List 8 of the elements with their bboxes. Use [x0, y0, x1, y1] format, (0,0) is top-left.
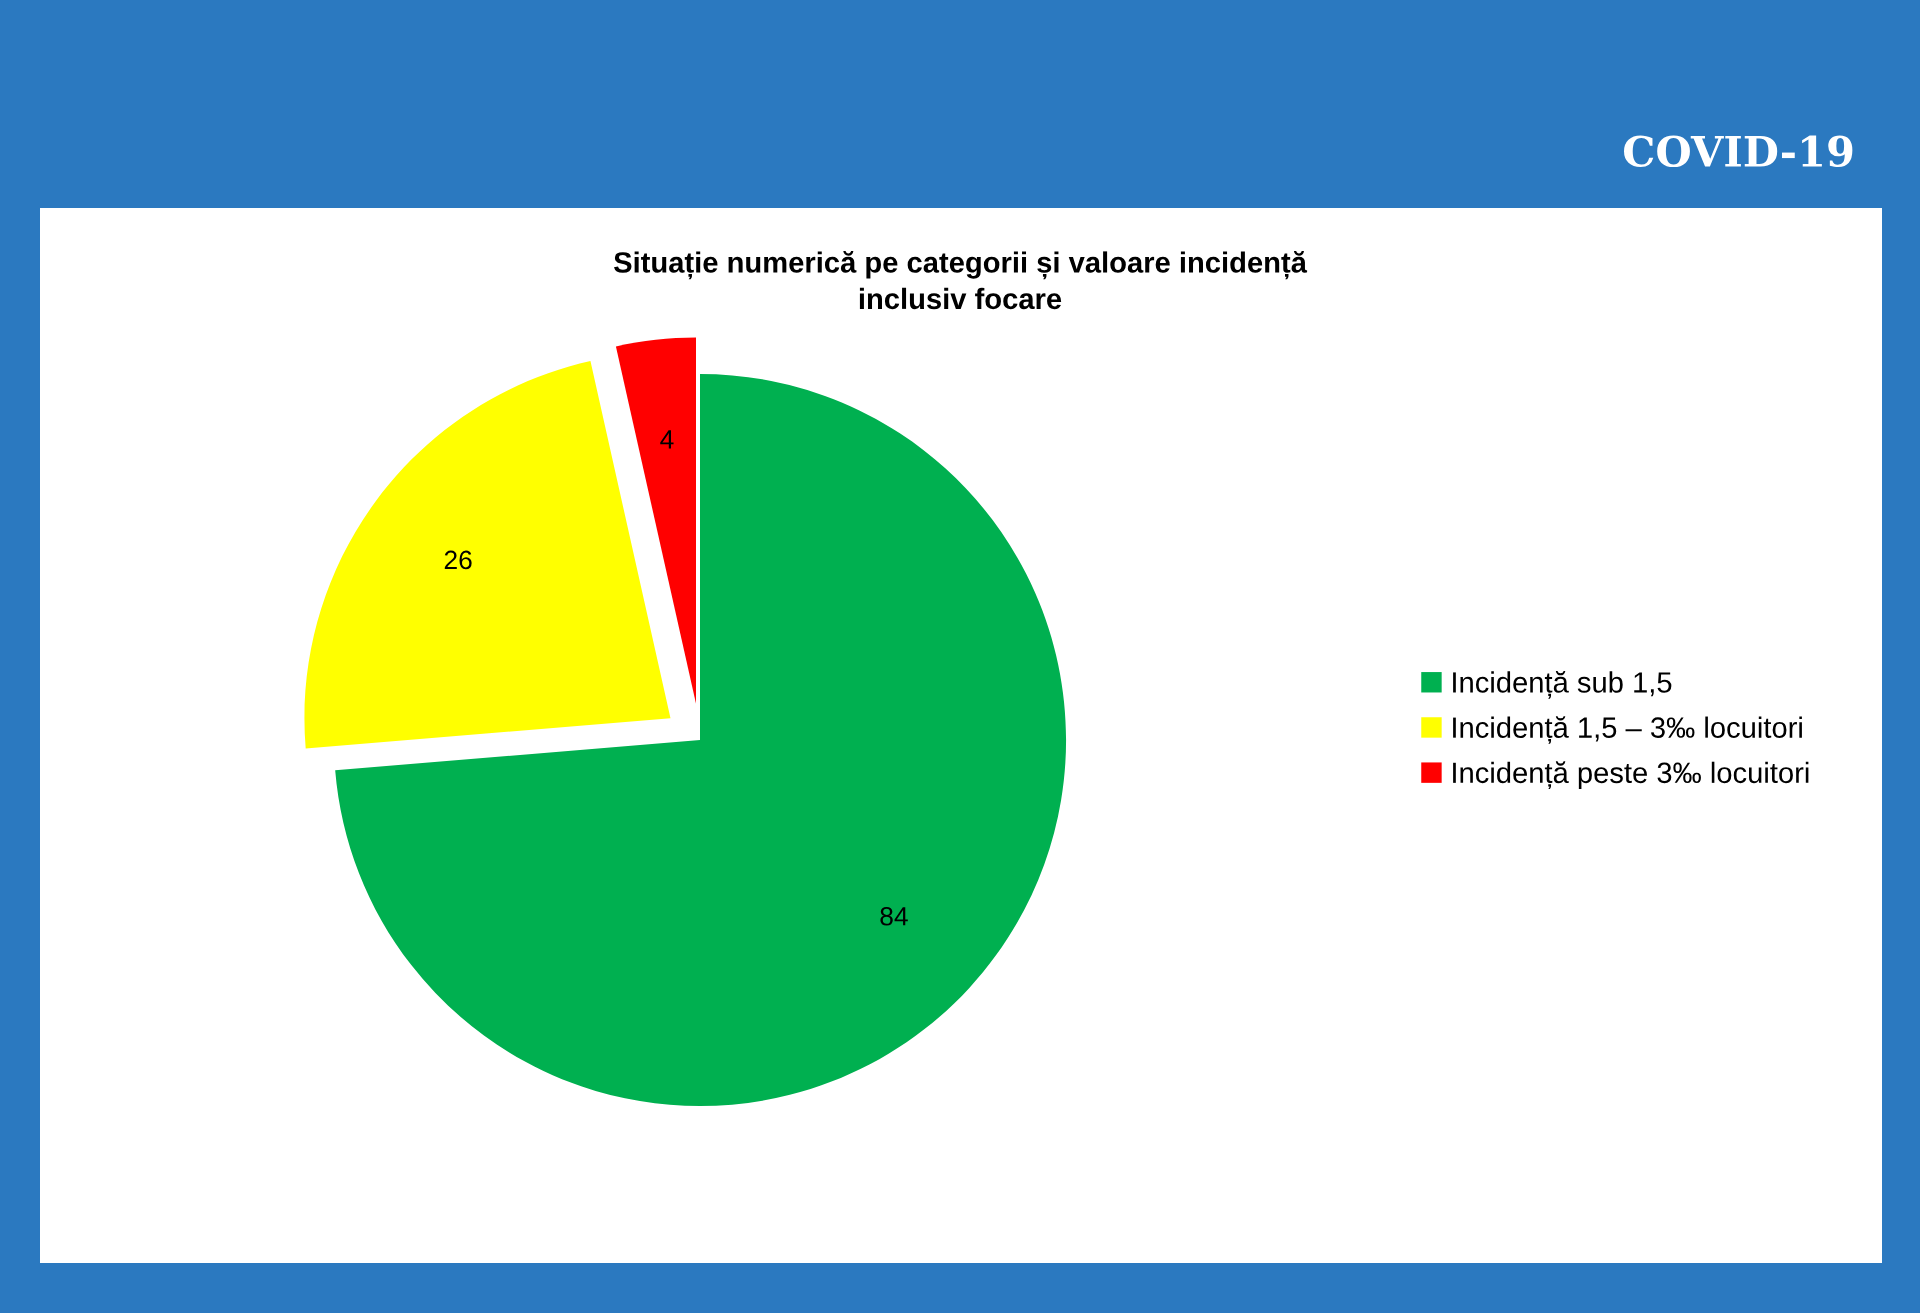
legend-label: Incidență sub 1,5	[1453, 670, 1672, 699]
legend-label: Incidență 1,5 – 3‰ locuitori	[1453, 716, 1802, 744]
chart-title: Situație numerică pe categorii și valoare incidență inclusiv focare	[613, 251, 1308, 310]
legend-label: Incidență peste 3‰ locuitori	[1453, 761, 1809, 790]
text: COVID-19	[1624, 135, 1853, 168]
data-label: 84	[880, 906, 908, 926]
data-label: 26	[444, 550, 472, 570]
data-label: 4	[660, 430, 674, 449]
